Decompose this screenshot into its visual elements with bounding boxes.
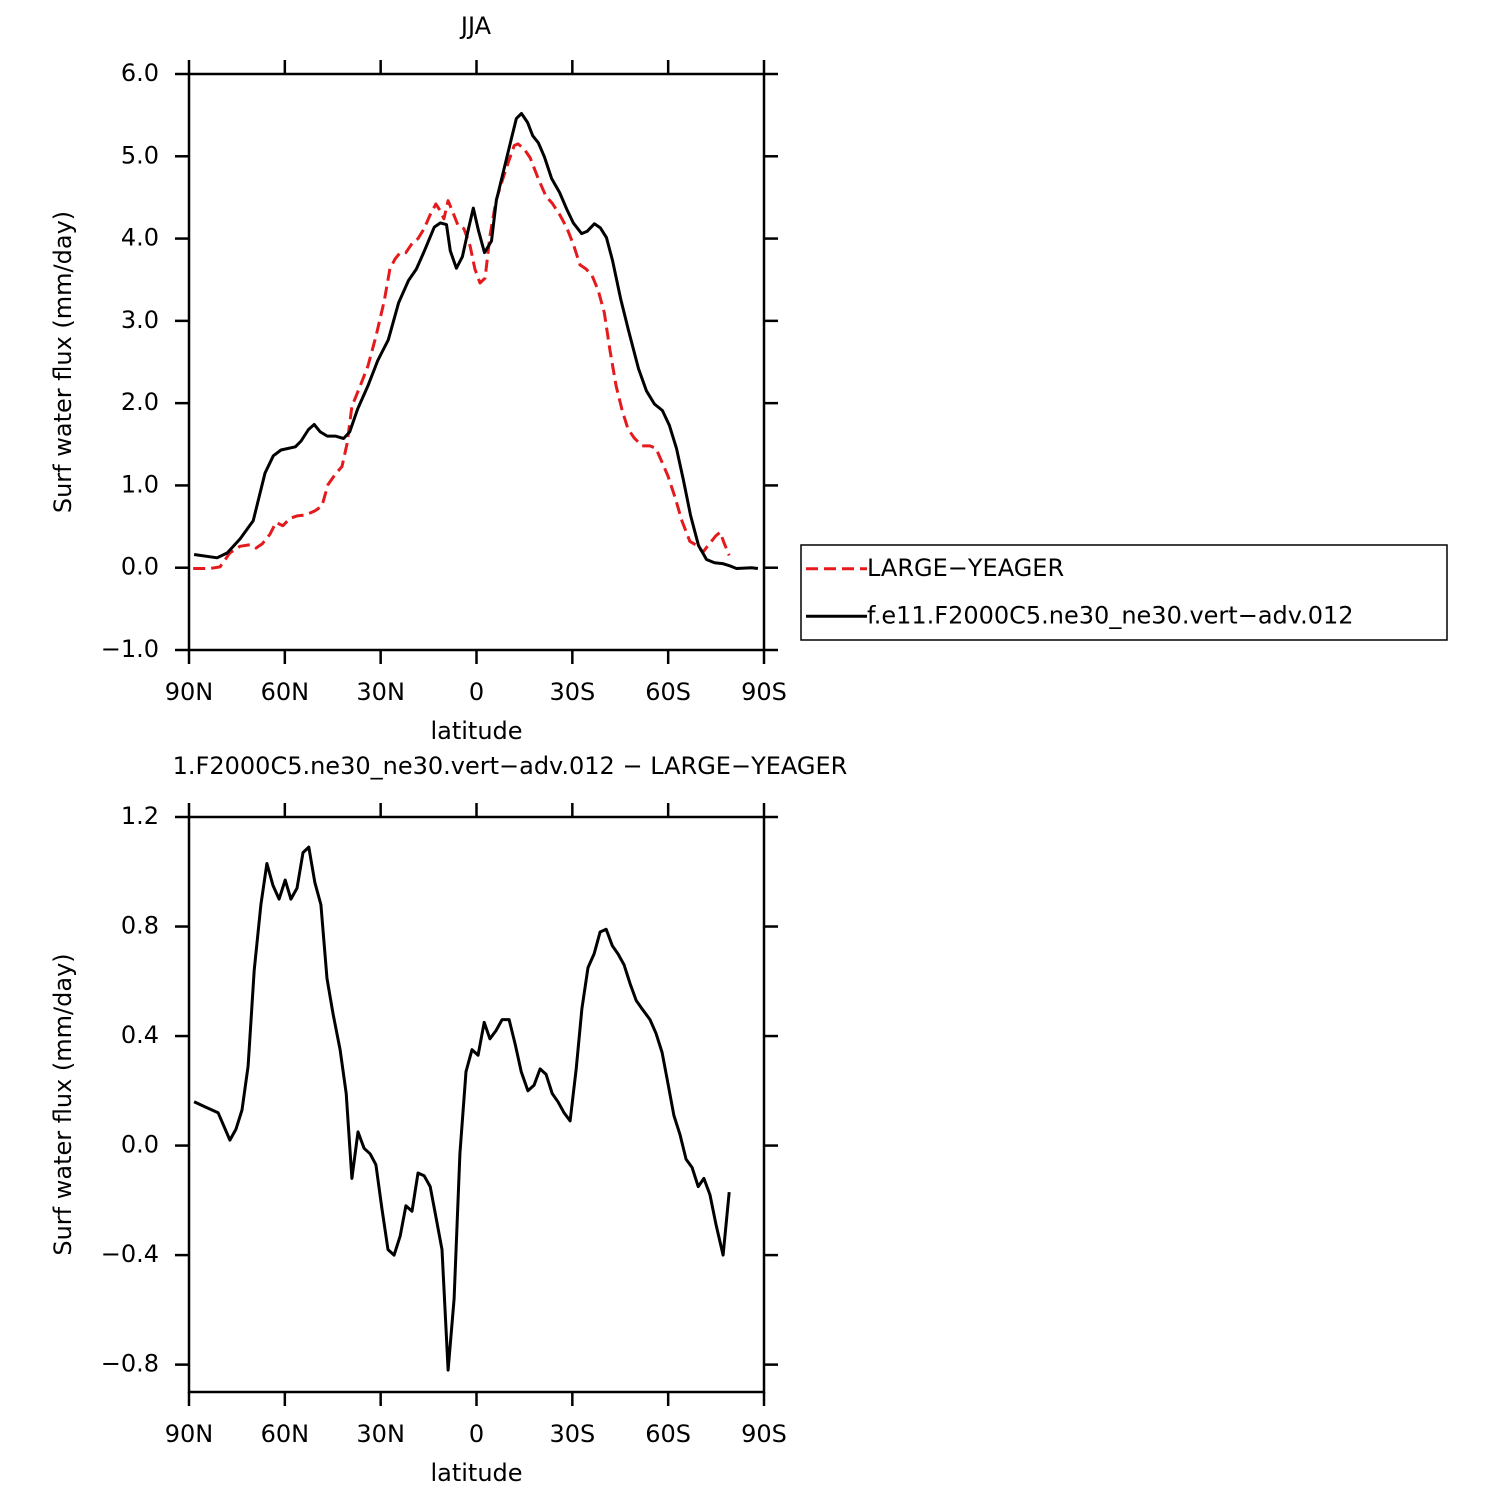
y-tick-label: −0.8 (101, 1350, 159, 1378)
y-tick-label: 0.4 (121, 1021, 159, 1049)
x-tick-label: 30N (356, 678, 405, 706)
x-tick-label: 60S (645, 1420, 691, 1448)
x-tick-label: 60N (261, 1420, 310, 1448)
legend-box (800, 544, 1448, 641)
y-tick-label: 0.8 (121, 912, 159, 940)
y-tick-label: 5.0 (121, 141, 159, 169)
chart-title: JJA (459, 12, 492, 40)
y-tick-label: 1.0 (121, 470, 159, 498)
y-tick-label: 1.2 (121, 802, 159, 830)
x-tick-label: 30N (356, 1420, 405, 1448)
x-tick-label: 30S (549, 1420, 595, 1448)
x-tick-label: 90S (741, 1420, 787, 1448)
data-line (193, 845, 731, 1372)
y-tick-label: 0.0 (121, 1131, 159, 1159)
y-tick-label: 3.0 (121, 306, 159, 334)
y-tick-label: 4.0 (121, 224, 159, 252)
x-tick-label: 30S (549, 678, 595, 706)
y-axis-label: Surf water flux (mm/day) (49, 211, 77, 513)
plot-frame (187, 815, 766, 1394)
legend-label: LARGE−YEAGER (867, 554, 1064, 582)
y-axis-label: Surf water flux (mm/day) (49, 953, 77, 1255)
data-line (193, 142, 731, 570)
y-tick-label: −1.0 (101, 635, 159, 663)
data-line (193, 112, 759, 570)
x-tick-label: 60N (261, 678, 310, 706)
x-tick-label: 60S (645, 678, 691, 706)
plot-frame (187, 72, 766, 652)
chart-title: 1.F2000C5.ne30_ne30.vert−adv.012 − LARGE… (173, 752, 848, 780)
legend-label: f.e11.F2000C5.ne30_ne30.vert−adv.012 (867, 601, 1354, 629)
x-tick-label: 0 (469, 678, 484, 706)
x-tick-label: 0 (469, 1420, 484, 1448)
x-tick-label: 90N (165, 1420, 214, 1448)
x-tick-label: 90S (741, 678, 787, 706)
y-tick-label: −0.4 (101, 1240, 159, 1268)
y-tick-label: 0.0 (121, 553, 159, 581)
y-tick-label: 6.0 (121, 59, 159, 87)
y-tick-label: 2.0 (121, 388, 159, 416)
x-tick-label: 90N (165, 678, 214, 706)
x-axis-label: latitude (430, 1459, 522, 1487)
x-axis-label: latitude (430, 717, 522, 745)
